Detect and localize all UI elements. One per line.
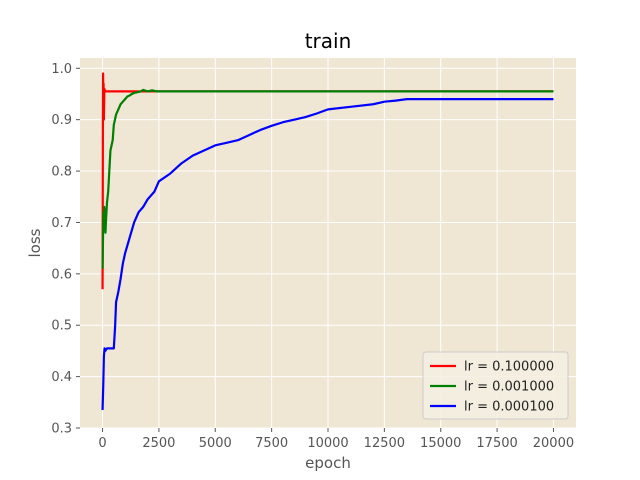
x-tick-label: 10000 bbox=[307, 436, 348, 451]
x-tick-label: 17500 bbox=[476, 436, 517, 451]
x-tick-label: 20000 bbox=[533, 436, 574, 451]
y-tick-label: 0.3 bbox=[51, 422, 72, 437]
series-line-3 bbox=[101, 98, 554, 411]
y-axis-ticks: 0.3 0.4 0.5 0.6 0.7 0.8 0.9 1.0 bbox=[51, 62, 80, 437]
legend-label-1: lr = 0.100000 bbox=[464, 360, 554, 375]
x-tick-label: 2500 bbox=[142, 436, 175, 451]
x-tick-label: 12500 bbox=[364, 436, 405, 451]
x-axis-label: epoch bbox=[305, 454, 351, 472]
y-tick-label: 0.9 bbox=[51, 113, 72, 128]
y-tick-label: 0.7 bbox=[51, 216, 72, 231]
y-tick-label: 0.6 bbox=[51, 267, 72, 282]
x-tick-label: 0 bbox=[98, 436, 106, 451]
legend-label-2: lr = 0.001000 bbox=[464, 380, 554, 395]
x-axis-ticks: 0 2500 5000 7500 10000 12500 15000 17500 20000 bbox=[98, 428, 574, 451]
legend-box bbox=[422, 351, 569, 420]
y-tick-label: 0.5 bbox=[51, 319, 72, 334]
y-tick-label: 0.4 bbox=[51, 370, 72, 385]
x-tick-label: 15000 bbox=[420, 436, 461, 451]
legend-label-3: lr = 0.000100 bbox=[464, 400, 554, 415]
legend: lr = 0.100000 lr = 0.001000 lr = 0.000100 bbox=[422, 351, 569, 420]
chart-title: train bbox=[305, 29, 352, 53]
y-axis-label: loss bbox=[26, 228, 44, 257]
y-tick-label: 0.8 bbox=[51, 165, 72, 180]
x-tick-label: 7500 bbox=[255, 436, 288, 451]
y-tick-label: 1.0 bbox=[51, 62, 72, 77]
series-layer bbox=[101, 72, 554, 411]
series-line-2 bbox=[101, 88, 554, 269]
x-tick-label: 5000 bbox=[199, 436, 232, 451]
